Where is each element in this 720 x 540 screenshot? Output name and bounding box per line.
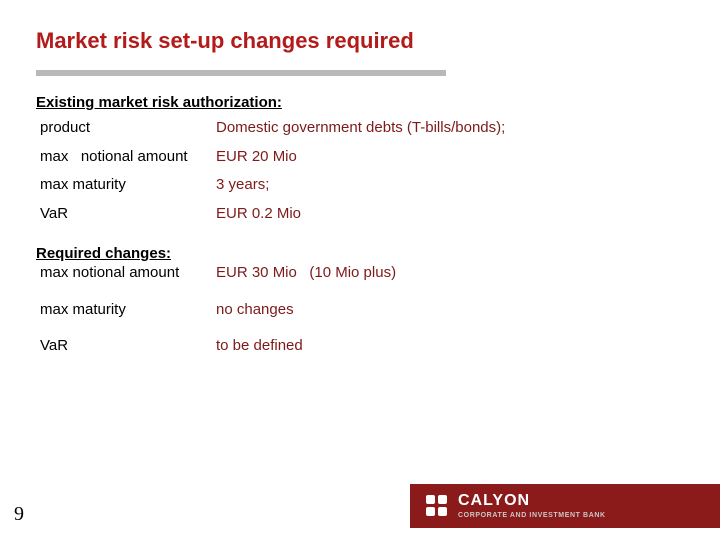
existing-heading: Existing market risk authorization: (36, 94, 684, 111)
required-row: max notional amount EUR 30 Mio (10 Mio p… (36, 262, 684, 285)
row-value: EUR 0.2 Mio (216, 203, 301, 226)
existing-row: VaR EUR 0.2 Mio (36, 203, 684, 226)
row-value: EUR 30 Mio (10 Mio plus) (216, 262, 396, 285)
existing-block: Existing market risk authorization: prod… (36, 94, 684, 225)
required-block: Required changes: max notional amount EU… (36, 245, 684, 358)
existing-row: product Domestic government debts (T-bil… (36, 117, 684, 140)
existing-row: max maturity 3 years; (36, 174, 684, 197)
footer-brand: CALYON (458, 493, 606, 509)
row-label: max notional amount (36, 262, 216, 285)
slide: Market risk set-up changes required Exis… (0, 0, 720, 540)
slide-title: Market risk set-up changes required (36, 28, 684, 54)
row-label: VaR (36, 335, 216, 358)
row-value: 3 years; (216, 174, 269, 197)
row-value: EUR 20 Mio (216, 146, 297, 169)
row-label: max maturity (36, 299, 216, 322)
row-value: no changes (216, 299, 294, 322)
row-label: product (36, 117, 216, 140)
page-number: 9 (14, 503, 24, 526)
calyon-logo-icon (424, 493, 450, 519)
existing-row: max notional amount EUR 20 Mio (36, 146, 684, 169)
required-row: max maturity no changes (36, 299, 684, 322)
row-label: VaR (36, 203, 216, 226)
footer-tagline: CORPORATE AND INVESTMENT BANK (458, 512, 606, 519)
footer-bar: CALYON CORPORATE AND INVESTMENT BANK (410, 484, 720, 528)
row-value: Domestic government debts (T-bills/bonds… (216, 117, 505, 140)
required-heading: Required changes: (36, 245, 684, 262)
row-label: max notional amount (36, 146, 216, 169)
row-value: to be defined (216, 335, 303, 358)
required-row: VaR to be defined (36, 335, 684, 358)
footer-text: CALYON CORPORATE AND INVESTMENT BANK (458, 493, 606, 519)
horizontal-rule (36, 70, 446, 76)
row-label: max maturity (36, 174, 216, 197)
